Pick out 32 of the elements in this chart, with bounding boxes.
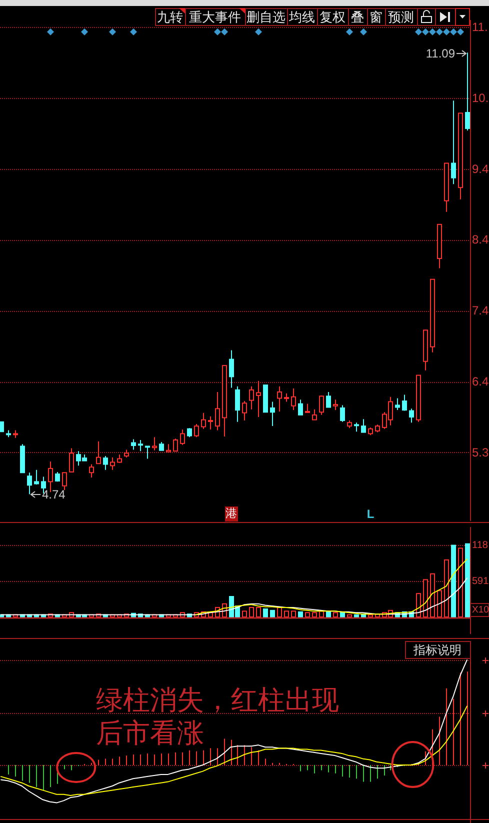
tag: 港	[225, 506, 238, 522]
button: 均线	[287, 8, 318, 26]
button: 窗	[367, 8, 386, 26]
y-tick-label: 8.4	[472, 232, 489, 247]
y-tick-label: 11.	[472, 20, 488, 34]
button: 重大事件	[185, 8, 246, 26]
ylabel: X10	[470, 603, 489, 617]
y-tick-label: 6.4	[472, 374, 489, 389]
y-tick-label: 5.3	[472, 445, 489, 460]
annotation: 复权	[320, 10, 346, 25]
text: 591	[472, 576, 489, 587]
annotation: 后市看涨	[96, 718, 204, 748]
annotation: L	[366, 507, 374, 521]
button: 复权	[317, 8, 349, 26]
button: 叠	[348, 8, 368, 26]
button: 九转	[155, 8, 186, 26]
y-tick-label: 7.4	[472, 304, 489, 318]
annotation: 4.74	[42, 488, 66, 502]
annotation: 九转	[157, 10, 183, 25]
annotation: 预测	[388, 10, 414, 25]
annotation: 均线	[288, 10, 315, 25]
y-tick-label: 9.4	[472, 162, 489, 176]
annotation: 窗	[370, 10, 382, 25]
button: 预测	[385, 8, 418, 26]
button: 指标说明	[405, 641, 471, 659]
y-tick-label: 10.	[472, 90, 489, 105]
annotation: 绿柱消失，红柱出现	[96, 685, 339, 715]
text: 118	[472, 540, 488, 551]
button: 删自选	[245, 8, 288, 26]
annotation: 重大事件	[189, 10, 241, 25]
annotation: 11.09	[426, 46, 456, 60]
annotation: 叠	[351, 10, 364, 25]
